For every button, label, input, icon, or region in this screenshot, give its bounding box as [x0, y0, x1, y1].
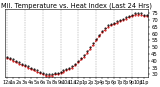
Title: Mil. Temperature vs. Heat Index (Last 24 Hrs): Mil. Temperature vs. Heat Index (Last 24…	[1, 2, 152, 9]
